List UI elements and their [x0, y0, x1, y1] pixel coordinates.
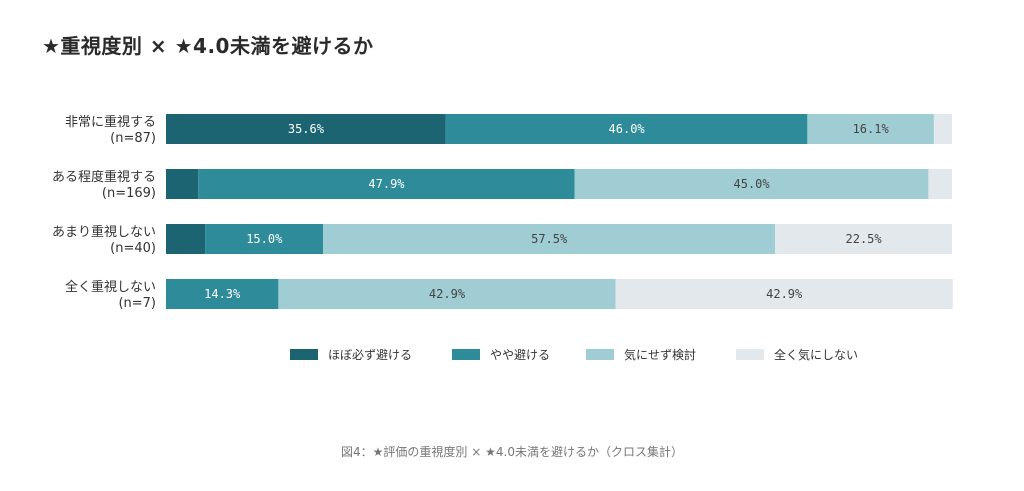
bar-segment [198, 169, 575, 199]
legend-label: ほぼ必ず避ける [328, 348, 412, 362]
bar-segment [445, 114, 808, 144]
chart-title: ★重視度別 × ★4.0未満を避けるか [42, 34, 374, 58]
bar-segment [323, 224, 776, 254]
bar-segment [928, 169, 952, 199]
data-label: 15.0% [246, 232, 283, 246]
category-labels: 非常に重視する(n=87) ある程度重視する(n=169) あまり重視しない(n=4… [52, 114, 156, 311]
bar-segment [933, 114, 952, 144]
legend-item: 気にせず検討 [586, 347, 696, 362]
bar-segment [166, 224, 206, 254]
data-label: 47.9% [368, 177, 405, 191]
data-label: 42.9% [766, 287, 803, 301]
category-count: (n=40) [110, 241, 156, 256]
bar-segment [278, 279, 616, 309]
category-label: ある程度重視する [52, 169, 156, 185]
data-label: 16.1% [853, 122, 890, 136]
category-label: あまり重視しない [52, 224, 156, 240]
category-count: (n=7) [118, 296, 156, 311]
bar-segment [166, 169, 199, 199]
bar-segment [615, 279, 953, 309]
figure-caption: 図4：★評価の重視度別 × ★4.0未満を避けるか（クロス集計） [341, 445, 683, 459]
category-count: (n=169) [102, 186, 156, 201]
legend-label: やや避ける [490, 348, 550, 362]
bar-segment [166, 114, 446, 144]
bar-segment [205, 224, 324, 254]
legend-swatch [452, 349, 480, 360]
legend-item: 全く気にしない [736, 347, 858, 362]
legend: ほぼ必ず避ける やや避ける 気にせず検討 全く気にしない [290, 347, 858, 362]
legend-swatch [736, 349, 764, 360]
data-label: 46.0% [609, 122, 646, 136]
category-label: 非常に重視する [65, 114, 156, 130]
bar-segment [574, 169, 929, 199]
data-label: 57.5% [531, 232, 568, 246]
legend-swatch [586, 349, 614, 360]
legend-label: 気にせず検討 [624, 347, 696, 362]
data-label: 35.6% [288, 122, 325, 136]
data-label: 45.0% [734, 177, 771, 191]
category-label: 全く重視しない [65, 279, 156, 295]
legend-item: ほぼ必ず避ける [290, 348, 412, 362]
bar-segment [166, 279, 279, 309]
legend-item: やや避ける [452, 348, 550, 362]
bar-segment [775, 224, 952, 254]
bars-group: 35.6% 46.0% 16.1% 47.9% 45.0% 15.0% 57.5% 22.5%… [166, 114, 953, 309]
bar-segment [807, 114, 934, 144]
category-count: (n=87) [110, 131, 156, 146]
legend-swatch [290, 349, 318, 360]
data-label: 14.3% [204, 287, 241, 301]
data-label: 22.5% [846, 232, 883, 246]
legend-label: 全く気にしない [774, 347, 858, 362]
data-label: 42.9% [429, 287, 466, 301]
